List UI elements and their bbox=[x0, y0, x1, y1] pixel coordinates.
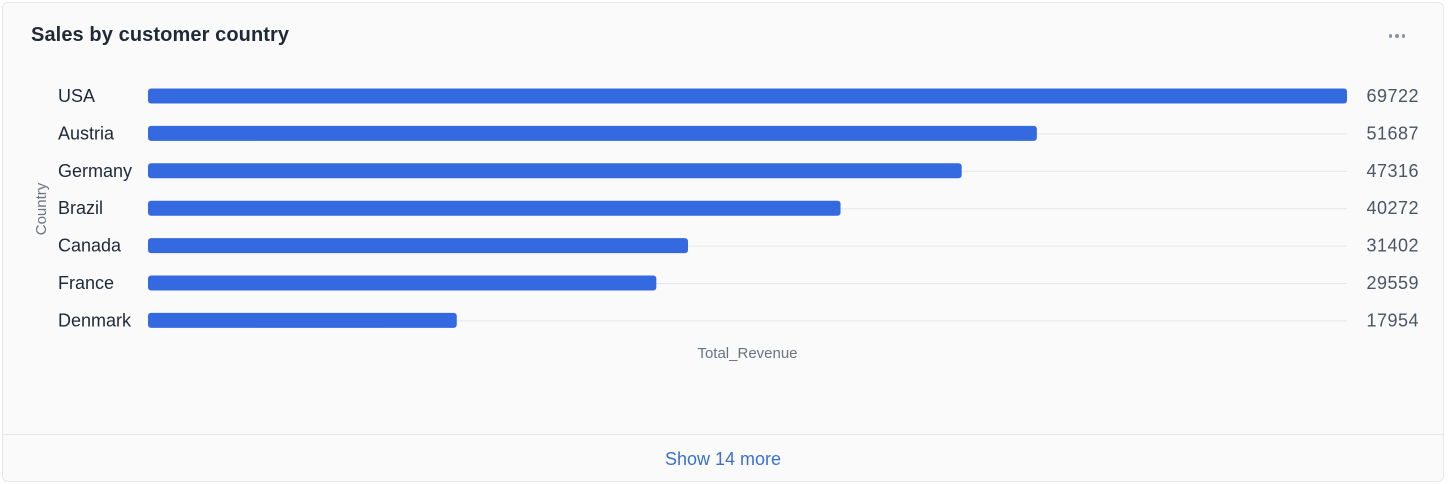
bar bbox=[148, 163, 962, 179]
card-footer: Show 14 more bbox=[3, 434, 1443, 481]
more-options-icon[interactable] bbox=[1383, 25, 1411, 47]
category-label: France bbox=[58, 273, 114, 293]
more-dot bbox=[1395, 34, 1399, 38]
category-label: Germany bbox=[58, 161, 132, 181]
bar-chart: USA 69722 Austria 51687 Germany 47316 Brazil 40… bbox=[33, 86, 1419, 362]
x-axis-label: Total_Revenue bbox=[697, 345, 797, 362]
value-label: 69722 bbox=[1366, 86, 1419, 106]
category-label: USA bbox=[58, 86, 95, 106]
bar bbox=[148, 238, 689, 254]
card-title: Sales by customer country bbox=[31, 24, 290, 46]
value-label: 51687 bbox=[1366, 123, 1419, 143]
y-axis-label: Country bbox=[33, 182, 50, 235]
category-label: Brazil bbox=[58, 198, 103, 218]
bar bbox=[148, 312, 457, 328]
more-dot bbox=[1388, 34, 1393, 38]
value-label: 17954 bbox=[1366, 310, 1419, 330]
bar bbox=[148, 88, 1347, 104]
bar bbox=[148, 275, 657, 291]
show-more-link[interactable]: Show 14 more bbox=[664, 448, 782, 469]
value-label: 40272 bbox=[1366, 198, 1419, 218]
category-label: Canada bbox=[58, 236, 122, 256]
bar bbox=[148, 125, 1037, 141]
value-label: 47316 bbox=[1366, 161, 1419, 181]
category-label: Austria bbox=[58, 123, 115, 143]
bar bbox=[148, 200, 841, 216]
value-label: 29559 bbox=[1366, 273, 1419, 293]
category-label: Denmark bbox=[58, 310, 132, 330]
value-label: 31402 bbox=[1366, 236, 1419, 256]
more-dot bbox=[1401, 34, 1406, 38]
card-header: Sales by customer country bbox=[3, 3, 1443, 67]
